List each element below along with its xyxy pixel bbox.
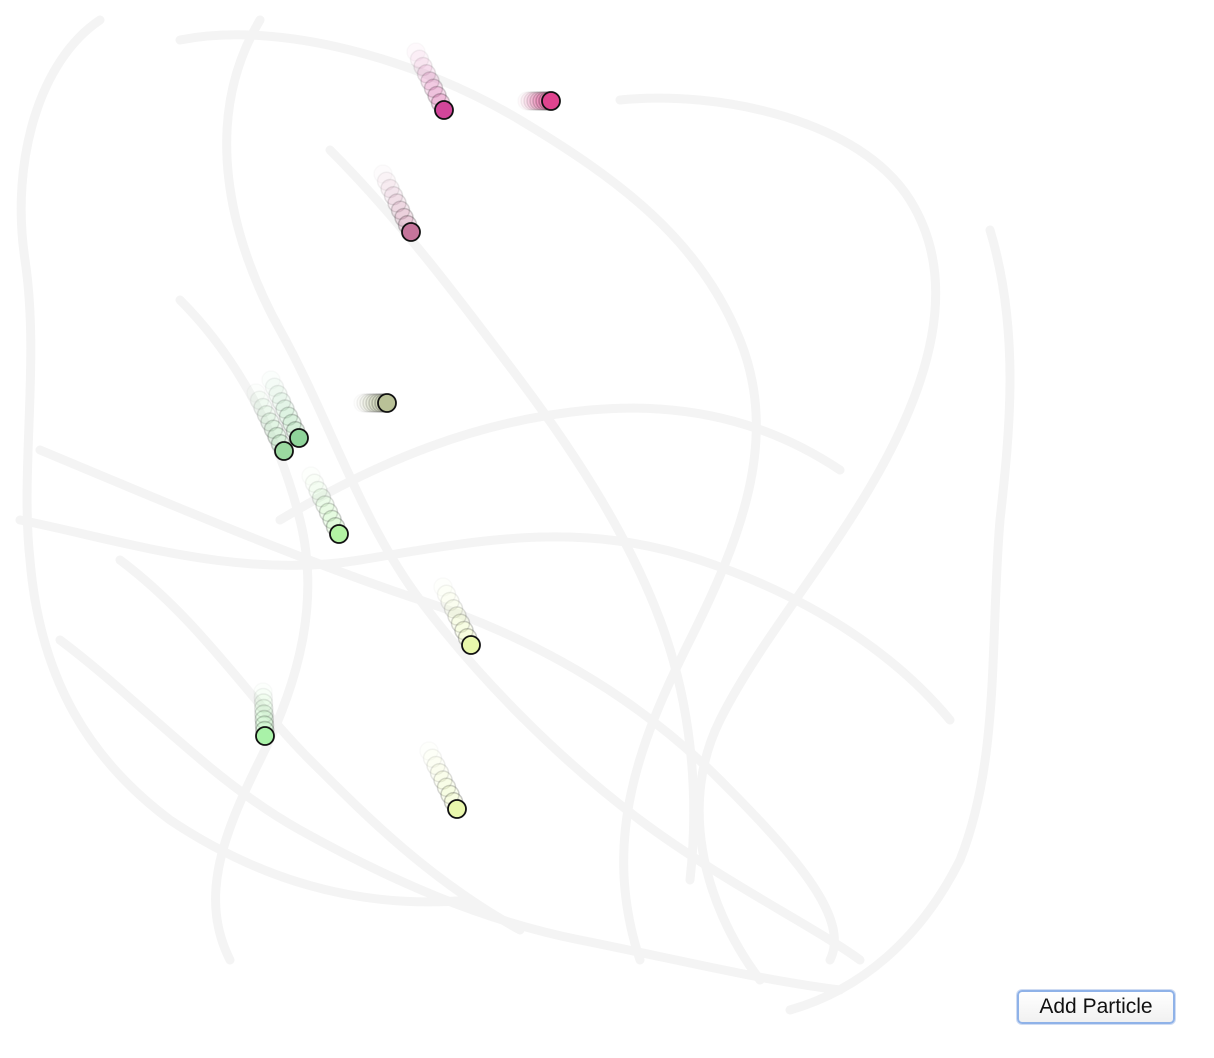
particle-trail-ghost bbox=[450, 613, 471, 633]
particle-trail-ghost bbox=[263, 419, 284, 439]
particle-dot bbox=[274, 441, 294, 461]
particle-trail-ghost bbox=[423, 78, 444, 98]
particle-trail-ghost bbox=[433, 770, 453, 790]
particle-trail-ghost bbox=[420, 71, 440, 91]
particle-trail-ghost bbox=[440, 591, 460, 612]
faint-trail-path bbox=[175, 30, 761, 965]
particle bbox=[264, 377, 309, 448]
particle-dot bbox=[447, 799, 467, 819]
faint-trail-path bbox=[275, 403, 845, 525]
particle bbox=[409, 49, 454, 120]
particle-trail-ghost bbox=[249, 390, 270, 410]
particle-dot bbox=[434, 100, 454, 120]
particle bbox=[376, 171, 421, 242]
particle-trail-ghost bbox=[436, 777, 457, 797]
particle-trail-ghost bbox=[268, 384, 288, 405]
particle-trail-ghost bbox=[383, 186, 404, 206]
particle-trail-ghost bbox=[436, 584, 457, 604]
particle bbox=[356, 393, 397, 413]
add-particle-button[interactable]: Add Particle bbox=[1017, 990, 1175, 1024]
particle-trail-ghost bbox=[380, 178, 400, 199]
particle-trail-ghost bbox=[356, 393, 376, 413]
particle bbox=[436, 584, 481, 655]
particle bbox=[422, 748, 467, 819]
particle-trail-ghost bbox=[256, 405, 277, 425]
particle-dot bbox=[255, 726, 275, 746]
particle-trail-ghost bbox=[416, 64, 437, 84]
particle-trail-ghost bbox=[304, 473, 325, 493]
particle-dot bbox=[329, 524, 349, 544]
particle-trail-ghost bbox=[254, 698, 274, 719]
particle-dot bbox=[401, 222, 421, 242]
particle-trail-ghost bbox=[275, 399, 295, 419]
particle-dot bbox=[377, 393, 397, 413]
particle-trail-ghost bbox=[260, 412, 280, 432]
particle-trail-ghost bbox=[387, 193, 407, 213]
faint-trail-path bbox=[785, 225, 1015, 1015]
faint-trail-path bbox=[615, 93, 941, 985]
particle bbox=[520, 91, 561, 111]
particle-dot bbox=[541, 91, 561, 111]
particle-trail-ghost bbox=[429, 763, 450, 783]
particle-trail-ghost bbox=[413, 56, 433, 77]
particle-trail-ghost bbox=[409, 49, 430, 69]
particle-trail-ghost bbox=[271, 392, 292, 412]
particle-trail-ghost bbox=[264, 377, 285, 397]
particle-trail-ghost bbox=[447, 606, 467, 626]
particle-trail-ghost bbox=[318, 502, 339, 522]
particle-trail-ghost bbox=[315, 495, 335, 515]
particle bbox=[253, 687, 275, 746]
faint-trail-path bbox=[16, 15, 475, 907]
faint-trail-path bbox=[55, 635, 845, 995]
faint-trail-path bbox=[115, 555, 525, 935]
particle-trail-ghost bbox=[311, 488, 332, 508]
particle-dot bbox=[289, 428, 309, 448]
faint-trail-path bbox=[175, 295, 313, 965]
particle-trail-ghost bbox=[376, 171, 397, 191]
particle-trail-ghost bbox=[390, 200, 411, 220]
faint-trail-path bbox=[325, 145, 699, 885]
particle-trail-ghost bbox=[254, 704, 274, 724]
particle-trail-ghost bbox=[520, 91, 540, 111]
particle-trail-ghost bbox=[253, 397, 273, 418]
particle bbox=[249, 390, 294, 461]
faint-trail-path bbox=[35, 445, 839, 965]
particle-trail-ghost bbox=[253, 693, 274, 713]
faint-trail-path bbox=[15, 515, 955, 725]
particle bbox=[304, 473, 349, 544]
particle-dot bbox=[461, 635, 481, 655]
particle-trail-ghost bbox=[253, 687, 273, 708]
particle-trail-ghost bbox=[422, 748, 443, 768]
particle-trail-ghost bbox=[426, 755, 446, 776]
particle-trail-ghost bbox=[278, 406, 299, 426]
particle-trail-ghost bbox=[443, 599, 464, 619]
particle-trail-ghost bbox=[308, 480, 328, 501]
